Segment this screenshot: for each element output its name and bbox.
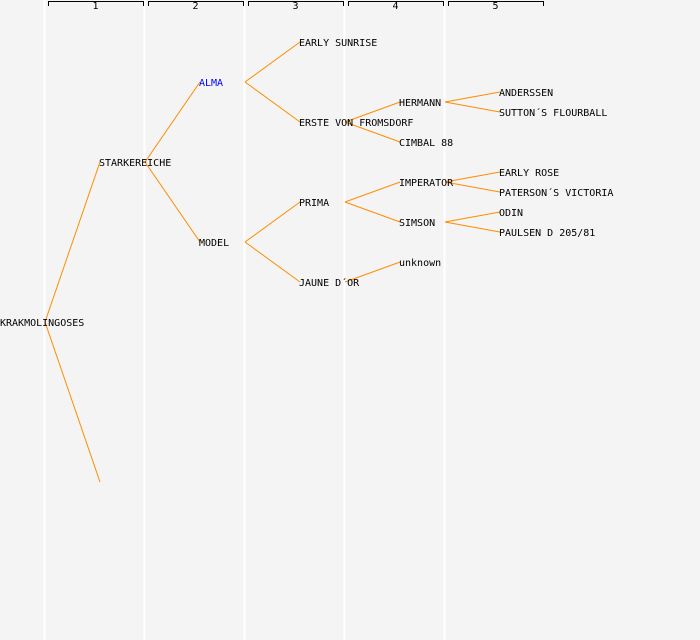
pedigree-link — [144, 161, 201, 243]
pedigree-link — [444, 221, 501, 233]
generation-header: 3 — [292, 1, 298, 12]
pedigree-node-label: ALMA — [199, 78, 223, 89]
pedigree-link — [244, 81, 301, 123]
pedigree-link — [444, 171, 501, 183]
generation-header: 4 — [392, 1, 398, 12]
pedigree-link — [244, 241, 301, 283]
generation-bracket — [248, 1, 344, 6]
pedigree-node-label: STARKEREICHE — [99, 158, 171, 169]
pedigree-node-label: MODEL — [199, 238, 229, 249]
generation-header: 5 — [492, 1, 498, 12]
pedigree-link — [444, 101, 501, 113]
generation-header: 1 — [92, 1, 98, 12]
pedigree-link — [244, 201, 301, 243]
pedigree-link — [144, 81, 201, 163]
pedigree-node-label: IMPERATOR — [399, 178, 454, 189]
pedigree-node-label: JAUNE D´OR — [299, 277, 360, 289]
pedigree-link — [344, 201, 401, 223]
pedigree-link — [444, 181, 501, 193]
pedigree-node-label: ANDERSSEN — [499, 88, 553, 99]
pedigree-node-label: unknown — [399, 258, 441, 269]
generation-bracket — [448, 1, 544, 6]
pedigree-node-label: KRAKMOLINGOSES — [0, 318, 84, 329]
generation-bracket — [48, 1, 144, 6]
pedigree-link — [344, 101, 401, 123]
pedigree-node-label: SUTTON´S FLOURBALL — [499, 107, 607, 119]
pedigree-node-label: ERSTE VON FROMSDORF — [299, 118, 413, 129]
pedigree-link — [444, 91, 501, 103]
pedigree-node-label: EARLY ROSE — [499, 168, 559, 179]
pedigree-link — [344, 261, 401, 283]
generation-bracket — [348, 1, 444, 6]
pedigree-link — [44, 161, 101, 323]
pedigree-node-label: PAULSEN D 205/81 — [499, 228, 595, 239]
generation-header: 2 — [192, 1, 198, 12]
pedigree-node-label: ODIN — [499, 208, 523, 219]
pedigree-node-label: PRIMA — [299, 198, 329, 209]
generation-bracket — [148, 1, 244, 6]
pedigree-link — [344, 181, 401, 203]
pedigree-link — [344, 121, 401, 143]
pedigree-link — [244, 41, 301, 83]
pedigree-node-label: EARLY SUNRISE — [299, 38, 377, 49]
pedigree-link — [444, 211, 501, 223]
pedigree-node-label: CIMBAL 88 — [399, 138, 453, 149]
pedigree-link — [44, 321, 101, 483]
pedigree-node-label: PATERSON´S VICTORIA — [499, 187, 613, 199]
pedigree-node-label: HERMANN — [399, 98, 441, 109]
pedigree-node-label: SIMSON — [399, 218, 435, 229]
